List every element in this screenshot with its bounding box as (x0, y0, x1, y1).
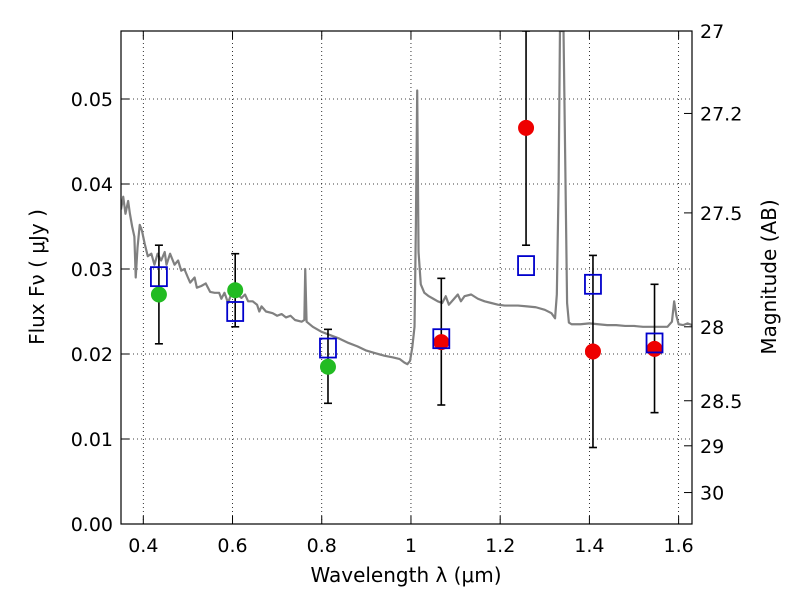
data-point-circle (227, 282, 244, 299)
data-point-circle (518, 119, 535, 136)
x-tick-label: 1.2 (485, 535, 515, 557)
x-tick-label: 0.8 (307, 535, 337, 557)
right-y-tick-label: 30 (700, 483, 724, 505)
x-tick-label: 0.6 (217, 535, 247, 557)
right-y-axis-ticks: 27 27.2 27.5 28 28.5 29 30 (684, 21, 742, 505)
x-tick-label: 0.4 (128, 535, 158, 557)
y-tick-label: 0.02 (71, 344, 113, 366)
y-tick-label: 0.03 (71, 259, 113, 281)
y-tick-label: 0.05 (71, 89, 113, 111)
data-point-square (645, 332, 664, 354)
model-spectrum-layer (121, 31, 692, 366)
data-point-square (584, 273, 602, 295)
data-point-square (319, 337, 337, 359)
y-tick-label: 0.04 (71, 174, 113, 196)
x-tick-label: 1 (405, 535, 417, 557)
right-y-tick-label: 28 (700, 317, 724, 339)
grid (121, 31, 692, 525)
plot-frame (120, 30, 693, 525)
right-y-tick-label: 28.5 (700, 391, 742, 413)
data-point-square (517, 255, 535, 277)
y-axis-ticks: 0.00 0.01 0.02 0.03 0.04 0.05 (71, 89, 129, 536)
data-point-circle (584, 343, 601, 360)
right-y-tick-label: 29 (700, 436, 724, 458)
model-spectrum-line (121, 31, 692, 366)
data-point-circle (150, 286, 167, 303)
right-y-tick-label: 27 (700, 21, 724, 43)
y-tick-label: 0.01 (71, 429, 113, 451)
data-point-circle (319, 358, 336, 375)
right-y-tick-label: 27.5 (700, 203, 742, 225)
x-tick-label: 1.6 (664, 535, 694, 557)
x-tick-label: 1.4 (574, 535, 604, 557)
right-y-axis-label: Magnitude (AB) (757, 199, 781, 354)
axes-frame (120, 30, 693, 525)
right-y-tick-label: 27.2 (700, 103, 742, 125)
data-point-square (432, 328, 451, 350)
data-point-circle (646, 340, 663, 357)
data-point-square (226, 301, 245, 322)
y-tick-label: 0.00 (71, 514, 113, 536)
data-point-square (150, 266, 168, 288)
data-points-layer (150, 31, 664, 449)
x-axis-label: Wavelength λ (μm) (310, 563, 501, 587)
y-axis-label: Flux Fν ( μJy ) (25, 209, 49, 345)
x-axis-ticks: 0.4 0.6 0.8 1 1.2 1.4 1.6 (128, 31, 694, 557)
